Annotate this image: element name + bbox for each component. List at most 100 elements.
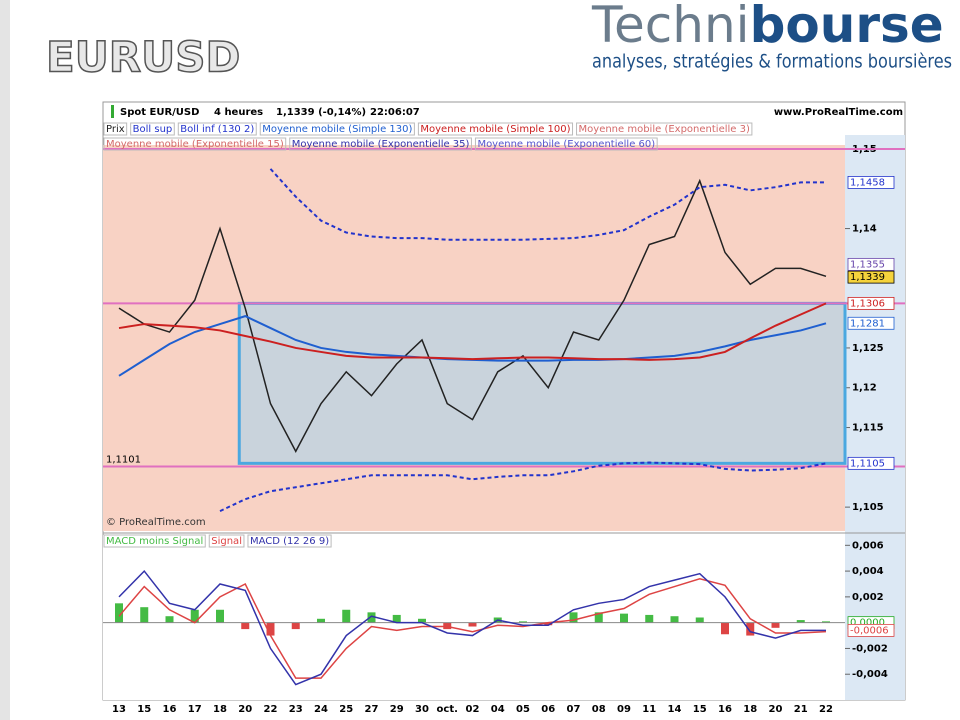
legend-box: [208, 534, 245, 548]
tagline: analyses, stratégies & formations boursi…: [592, 51, 952, 73]
level-label: 1,1101: [106, 455, 141, 466]
legend-entry: Moyenne mobile (Simple 130): [262, 124, 412, 135]
x-tick-label: 09: [617, 704, 631, 715]
y-tick-label: 1,115: [852, 423, 884, 434]
time: 22:06:07: [370, 107, 420, 118]
brand: Technibourse: [591, 0, 944, 54]
x-tick-label: 11: [642, 704, 656, 715]
x-tick-label: 18: [743, 704, 757, 715]
annotation-box: [847, 456, 895, 470]
series-line: [219, 461, 827, 513]
x-tick-label: 15: [137, 704, 151, 715]
x-tick-label: 27: [365, 704, 379, 715]
legend-entry: MACD (12 26 9): [250, 536, 329, 547]
annotation-label: 1,1105: [850, 458, 885, 469]
macd-hist: [670, 616, 679, 623]
x-tick-label: 07: [567, 704, 581, 715]
macd-hist: [342, 609, 351, 623]
x-tick-label: 25: [339, 704, 353, 715]
macd-hist: [241, 622, 250, 630]
x-tick-label: 22: [819, 704, 833, 715]
y-tick-label: -0,002: [852, 643, 888, 654]
legend-box: [103, 534, 206, 548]
macd-hist: [165, 616, 174, 623]
y-tick-label: 1,105: [852, 502, 884, 513]
x-tick-label: 06: [541, 704, 555, 715]
macd-hist: [291, 622, 300, 630]
x-tick-label: 23: [289, 704, 303, 715]
macd-hist: [544, 622, 553, 626]
y-tick-label: 1,14: [852, 224, 877, 235]
legend-box: [576, 122, 753, 136]
legend-box: [103, 122, 128, 136]
x-tick-label: 21: [794, 704, 808, 715]
macd-hist: [392, 614, 401, 623]
legend-entry: Moyenne mobile (Simple 100): [420, 124, 570, 135]
brand-bold: bourse: [750, 0, 944, 54]
annotation-label: -0,0006: [850, 625, 889, 636]
annotation-box: [847, 257, 895, 271]
slide-title: EURUSD: [46, 33, 240, 82]
macd-hist: [367, 612, 376, 623]
legend-entry: MACD moins Signal: [106, 536, 203, 547]
legend-entry: Prix: [106, 124, 125, 135]
legend-entry: Signal: [211, 536, 242, 547]
legend-box: [289, 137, 472, 151]
macd-panel-bg: [103, 535, 845, 700]
series-line: [118, 569, 826, 686]
macd-hist: [216, 609, 224, 623]
macd-hist: [695, 617, 704, 623]
macd-hist: [190, 609, 199, 623]
macd-hist: [418, 618, 426, 623]
macd-hist: [645, 614, 654, 623]
macd-hist: [468, 622, 477, 627]
macd-hist: [796, 620, 805, 623]
y-tick-label: 0,002: [852, 592, 884, 603]
annotation-label: 1,1458: [850, 177, 885, 188]
legend-entry: Moyenne mobile (Exponentielle 15): [106, 139, 284, 150]
annotation-label: 0,0000: [850, 618, 885, 629]
copyright: © ProRealTime.com: [106, 517, 206, 528]
y-tick-label: 1,12: [852, 383, 877, 394]
legend-box: [130, 122, 175, 136]
y-tick-label: 0,006: [852, 540, 884, 551]
x-tick-label: 20: [238, 704, 252, 715]
series-line: [269, 168, 826, 241]
x-tick-label: 29: [390, 704, 404, 715]
chart-title: Spot EUR/USD: [120, 107, 199, 118]
legend-box: [259, 122, 415, 136]
x-tick-label: 24: [314, 704, 328, 715]
annotation-box: [847, 176, 895, 189]
brand-light: Techni: [591, 0, 750, 54]
axis-bg: [845, 135, 905, 700]
annotation-box: [847, 296, 895, 310]
y-tick-label: 1,125: [852, 343, 884, 354]
annotation-label: 1,1339: [850, 272, 885, 283]
macd-hist: [140, 607, 149, 623]
annotation-label: 1,1306: [850, 298, 885, 309]
x-tick-label: 13: [112, 704, 126, 715]
macd-hist: [822, 621, 830, 623]
x-tick-label: 30: [415, 704, 429, 715]
legend-entry: Boll inf (130 2): [180, 124, 254, 135]
timeframe: 4 heures: [214, 107, 263, 118]
y-tick-label: 0,004: [852, 566, 884, 577]
macd-hist: [115, 603, 123, 623]
x-tick-label: 08: [592, 704, 606, 715]
macd-hist: [519, 621, 527, 623]
x-tick-label: oct.: [437, 704, 458, 715]
range-box: [237, 301, 847, 465]
x-tick-label: 02: [466, 704, 480, 715]
macd-hist: [569, 612, 578, 623]
source: www.ProRealTime.com: [774, 107, 903, 118]
legend-box: [247, 534, 332, 548]
left-shadow: [0, 0, 10, 720]
x-tick-label: 15: [693, 704, 707, 715]
macd-hist: [594, 612, 603, 623]
x-tick-label: 18: [213, 704, 227, 715]
series-line: [118, 178, 827, 454]
macd-hist: [317, 618, 325, 623]
legend-entry: Moyenne mobile (Exponentielle 60): [477, 139, 655, 150]
macd-hist: [771, 622, 780, 628]
annotation-box: [847, 270, 895, 284]
